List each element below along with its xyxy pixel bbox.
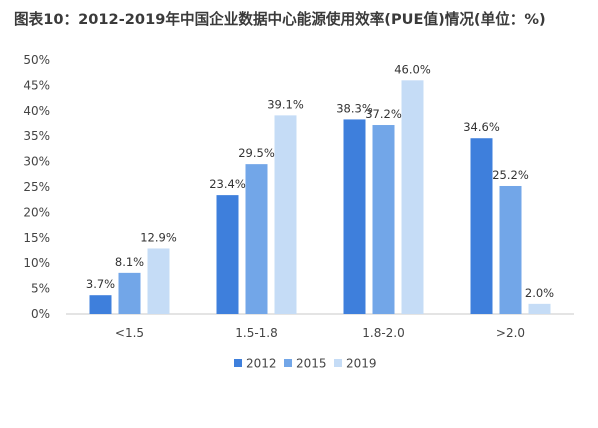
- data-label: 46.0%: [394, 62, 431, 76]
- x-tick-label: <1.5: [115, 326, 144, 340]
- y-tick-label: 50%: [23, 53, 50, 67]
- y-tick-label: 5%: [31, 282, 50, 296]
- data-label: 38.3%: [336, 101, 373, 115]
- y-tick-label: 20%: [23, 205, 50, 219]
- data-label: 23.4%: [209, 177, 246, 191]
- bar-2012-0: [89, 295, 112, 314]
- data-label: 12.9%: [140, 230, 177, 244]
- legend-label: 2019: [346, 357, 377, 371]
- legend-label: 2012: [246, 357, 277, 371]
- y-tick-label: 0%: [31, 307, 50, 321]
- y-tick-label: 10%: [23, 256, 50, 270]
- bar-2019-3: [528, 303, 551, 314]
- x-tick-label: >2.0: [496, 326, 525, 340]
- y-tick-label: 15%: [23, 231, 50, 245]
- data-label: 8.1%: [115, 255, 144, 269]
- legend-swatch-2015: [284, 359, 292, 367]
- y-tick-label: 40%: [23, 104, 50, 118]
- data-label: 34.6%: [463, 120, 500, 134]
- bar-2019-2: [401, 80, 424, 314]
- bar-2012-2: [343, 119, 366, 314]
- y-tick-label: 30%: [23, 155, 50, 169]
- bar-2015-1: [245, 164, 268, 314]
- bar-2015-0: [118, 272, 141, 314]
- data-label: 25.2%: [492, 168, 529, 182]
- data-label: 29.5%: [238, 146, 275, 160]
- y-tick-label: 45%: [23, 78, 50, 92]
- bar-2015-3: [499, 185, 522, 314]
- bar-2012-1: [216, 195, 239, 314]
- bar-2019-1: [274, 115, 297, 314]
- data-label: 37.2%: [365, 107, 402, 121]
- y-tick-label: 25%: [23, 180, 50, 194]
- bar-2012-3: [470, 138, 493, 314]
- y-tick-label: 35%: [23, 129, 50, 143]
- legend-swatch-2012: [234, 359, 242, 367]
- data-label: 2.0%: [525, 286, 554, 300]
- chart-title: 图表10：2012-2019年中国企业数据中心能源使用效率(PUE值)情况(单位…: [14, 11, 546, 28]
- legend-swatch-2019: [334, 359, 342, 367]
- data-label: 39.1%: [267, 97, 304, 111]
- legend-label: 2015: [296, 357, 327, 371]
- x-tick-label: 1.5-1.8: [235, 326, 278, 340]
- bar-2015-2: [372, 125, 395, 314]
- data-label: 3.7%: [86, 277, 115, 291]
- x-tick-label: 1.8-2.0: [362, 326, 405, 340]
- bar-2019-0: [147, 248, 170, 314]
